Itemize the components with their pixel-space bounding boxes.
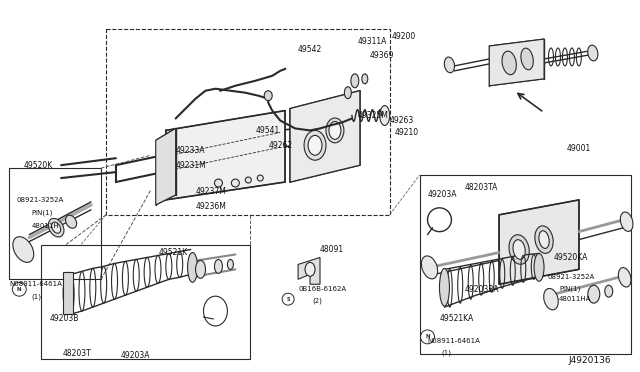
Circle shape <box>12 282 26 296</box>
Ellipse shape <box>13 237 34 262</box>
Ellipse shape <box>264 91 272 101</box>
Text: 49203A: 49203A <box>428 190 457 199</box>
Ellipse shape <box>421 256 438 279</box>
Ellipse shape <box>188 253 198 282</box>
Text: 49521K: 49521K <box>159 248 188 257</box>
Ellipse shape <box>544 288 558 310</box>
Ellipse shape <box>440 268 449 306</box>
Ellipse shape <box>305 262 315 276</box>
Ellipse shape <box>513 240 525 259</box>
Text: (1): (1) <box>31 294 41 301</box>
Text: 48203TA: 48203TA <box>465 183 498 192</box>
Polygon shape <box>298 257 320 284</box>
Circle shape <box>282 293 294 305</box>
Text: 48091: 48091 <box>320 245 344 254</box>
Text: 49520KA: 49520KA <box>554 253 588 262</box>
Ellipse shape <box>232 179 239 187</box>
Text: 49541: 49541 <box>255 126 280 135</box>
Ellipse shape <box>326 118 344 143</box>
Polygon shape <box>156 128 175 205</box>
Text: 48011H: 48011H <box>31 223 59 229</box>
Ellipse shape <box>444 57 454 73</box>
Text: N: N <box>425 334 430 339</box>
Text: 49231M: 49231M <box>175 161 206 170</box>
Text: 49236M: 49236M <box>196 202 227 211</box>
Text: 49311A: 49311A <box>358 36 387 46</box>
Text: J4920136: J4920136 <box>569 356 612 365</box>
Text: 49203B: 49203B <box>49 314 79 324</box>
Ellipse shape <box>509 235 529 264</box>
Text: 49542: 49542 <box>298 45 323 54</box>
Circle shape <box>420 330 435 344</box>
Text: 48203T: 48203T <box>63 349 92 358</box>
Ellipse shape <box>196 260 205 278</box>
Ellipse shape <box>534 253 544 281</box>
Ellipse shape <box>539 231 549 248</box>
Text: (2): (2) <box>312 298 322 304</box>
Text: PIN(1): PIN(1) <box>559 286 580 292</box>
Text: 49369: 49369 <box>370 51 394 61</box>
Text: S: S <box>286 296 290 302</box>
Ellipse shape <box>502 51 516 75</box>
Text: 49210: 49210 <box>395 128 419 137</box>
Text: N08911-6461A: N08911-6461A <box>10 281 62 287</box>
Ellipse shape <box>63 272 73 314</box>
Text: 49262: 49262 <box>268 141 292 150</box>
Ellipse shape <box>52 222 61 233</box>
Ellipse shape <box>227 259 234 269</box>
Ellipse shape <box>605 285 612 297</box>
Text: 0B16B-6162A: 0B16B-6162A <box>298 286 346 292</box>
Polygon shape <box>499 200 579 284</box>
Text: 49233A: 49233A <box>175 146 205 155</box>
Ellipse shape <box>521 48 533 70</box>
Ellipse shape <box>380 106 390 125</box>
Ellipse shape <box>329 122 341 140</box>
Text: 49203A: 49203A <box>121 351 150 360</box>
Text: 48011HA: 48011HA <box>559 296 591 302</box>
Text: 49263: 49263 <box>390 116 414 125</box>
Text: 08921-3252A: 08921-3252A <box>547 274 595 280</box>
Ellipse shape <box>65 215 77 228</box>
Text: 49203BA: 49203BA <box>465 285 499 294</box>
Ellipse shape <box>308 135 322 155</box>
Ellipse shape <box>351 74 359 88</box>
Polygon shape <box>489 39 544 86</box>
Text: N: N <box>17 287 22 292</box>
Ellipse shape <box>49 218 64 237</box>
Text: 49200: 49200 <box>392 32 416 41</box>
Ellipse shape <box>588 285 600 303</box>
Ellipse shape <box>214 179 223 187</box>
Polygon shape <box>290 91 360 182</box>
Ellipse shape <box>344 87 351 99</box>
Ellipse shape <box>535 226 553 253</box>
Ellipse shape <box>245 177 252 183</box>
FancyBboxPatch shape <box>63 272 73 314</box>
Ellipse shape <box>304 131 326 160</box>
Bar <box>41 244 250 359</box>
Ellipse shape <box>214 259 223 273</box>
Ellipse shape <box>588 45 598 61</box>
Bar <box>10 168 101 279</box>
Ellipse shape <box>618 267 631 287</box>
Text: 49001: 49001 <box>567 144 591 153</box>
Text: PIN(1): PIN(1) <box>31 209 52 216</box>
Text: (1): (1) <box>442 350 451 356</box>
Bar <box>106 29 390 215</box>
Ellipse shape <box>257 175 263 181</box>
Ellipse shape <box>620 212 633 231</box>
Text: 08921-3252A: 08921-3252A <box>17 197 63 203</box>
Text: 49520K: 49520K <box>23 161 52 170</box>
Text: 49521KA: 49521KA <box>440 314 474 324</box>
Bar <box>420 175 630 354</box>
Polygon shape <box>166 110 285 200</box>
Text: 49237M: 49237M <box>196 187 227 196</box>
Ellipse shape <box>362 74 368 84</box>
Text: N08911-6461A: N08911-6461A <box>428 338 481 344</box>
Text: 49325M: 49325M <box>358 111 388 120</box>
